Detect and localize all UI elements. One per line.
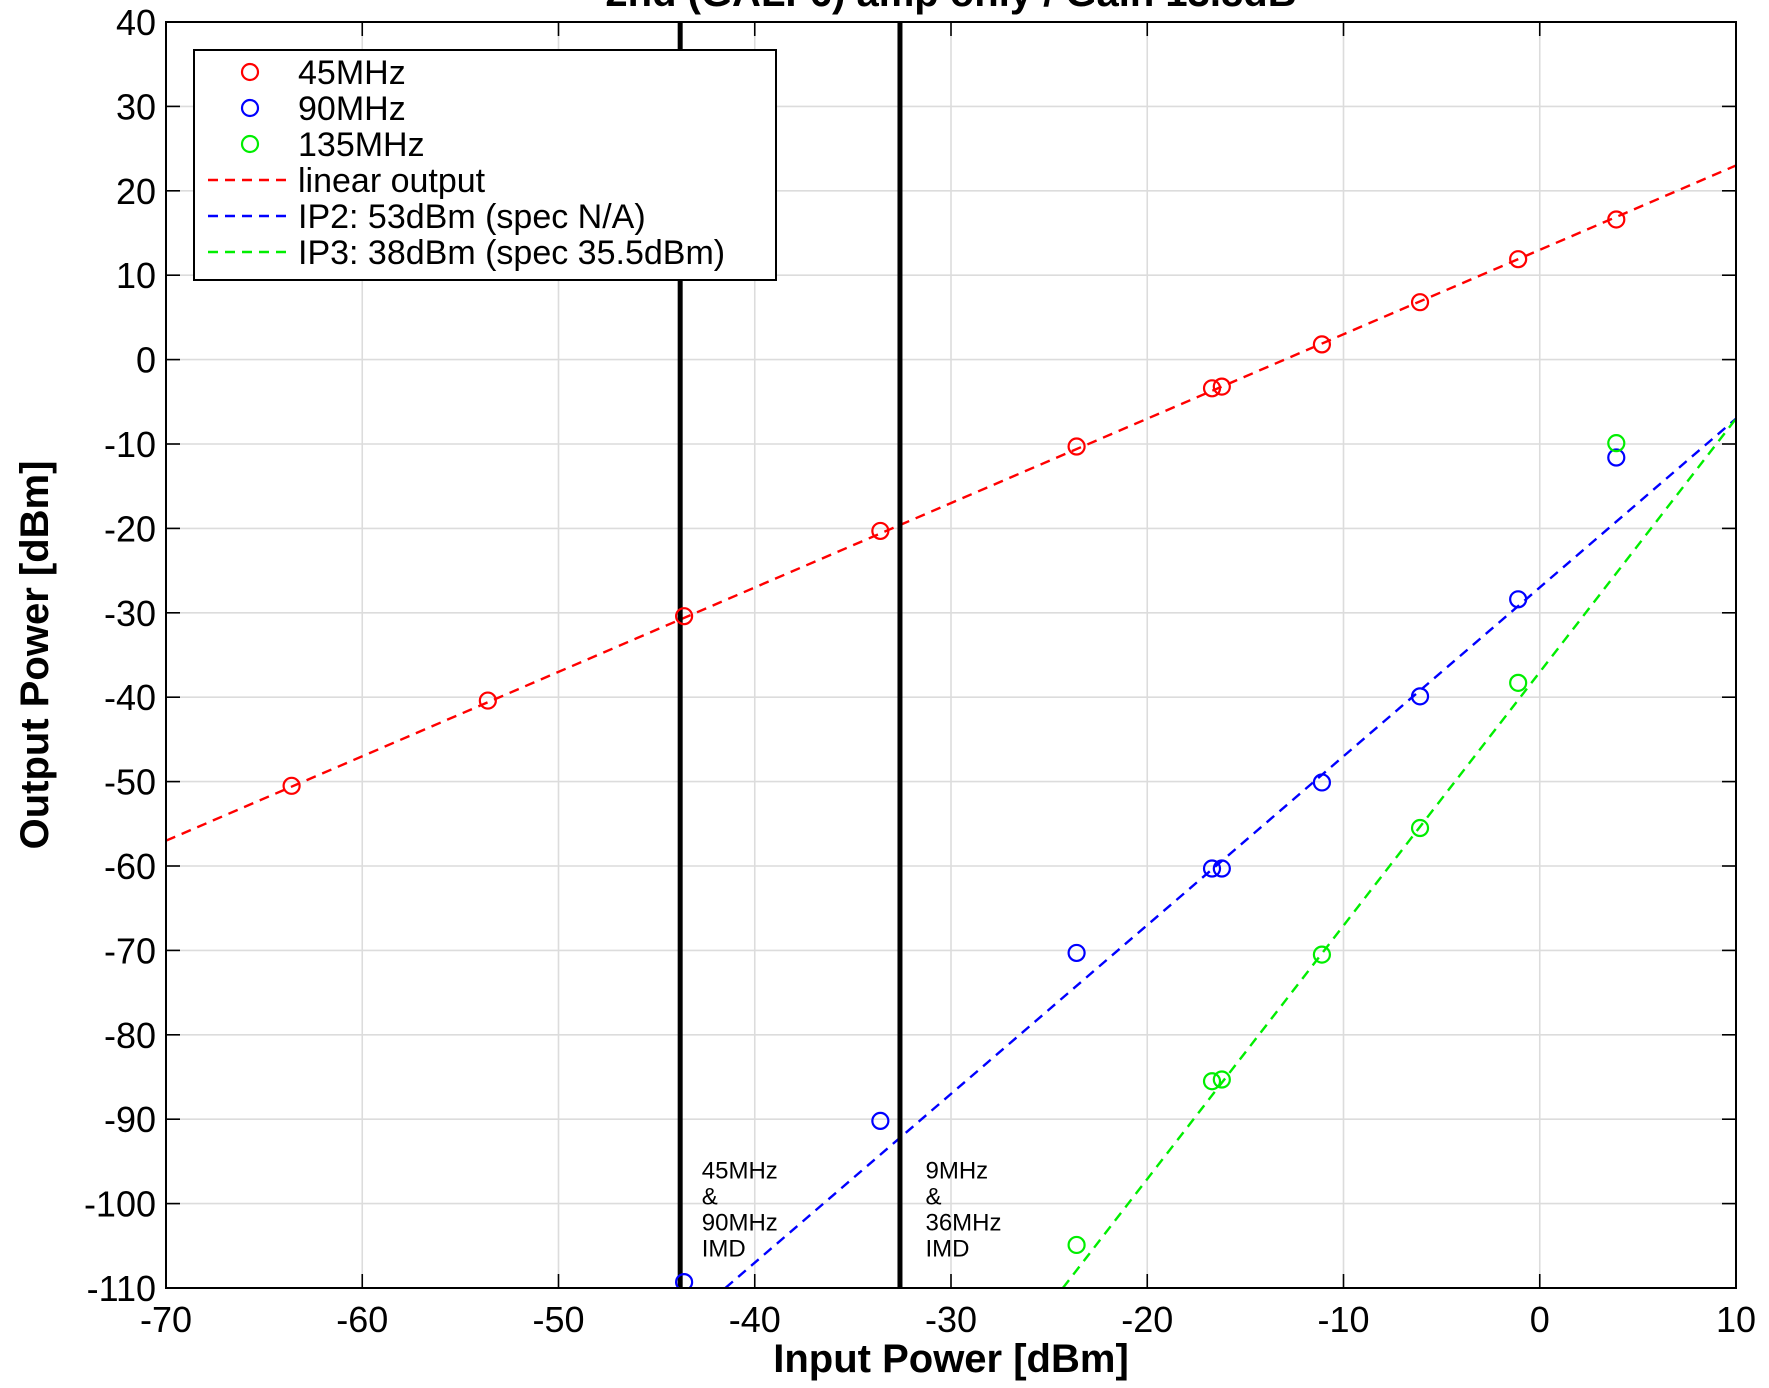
legend-label: IP2: 53dBm (spec N/A)	[298, 198, 646, 236]
legend-label: 90MHz	[298, 90, 406, 128]
y-tick-label: 40	[116, 2, 156, 43]
data-point	[1607, 434, 1626, 453]
x-tick-label: -40	[729, 1299, 781, 1340]
x-axis-title: Input Power [dBm]	[773, 1337, 1129, 1381]
y-tick-label: -50	[104, 762, 156, 803]
chart-title: 2nd (GALI-6) amp only / Gain 13.8dB	[605, 0, 1296, 15]
data-point	[1067, 943, 1086, 963]
data-point	[871, 1111, 890, 1130]
y-tick-label: -40	[104, 677, 156, 718]
x-tick-label: -70	[140, 1299, 192, 1340]
annotation-label: &	[925, 1183, 941, 1210]
data-point	[478, 691, 497, 710]
x-tick-label: -60	[336, 1299, 388, 1340]
data-point	[1312, 335, 1332, 354]
annotation-label: IMD	[925, 1235, 969, 1262]
y-tick-label: 30	[116, 86, 156, 127]
annotation-label: 9MHz	[925, 1157, 988, 1184]
y-tick-label: -80	[104, 1015, 156, 1056]
y-tick-label: -60	[104, 846, 156, 887]
data-point	[1509, 250, 1528, 269]
axes-box	[165, 21, 1737, 1289]
y-tick-label: -20	[104, 508, 156, 549]
data-point	[1312, 945, 1332, 964]
series-line-4	[724, 417, 1736, 1288]
legend-marker	[240, 62, 260, 82]
data-point	[1312, 773, 1332, 792]
data-point	[1067, 437, 1086, 456]
annotation-label: &	[702, 1183, 718, 1210]
legend-label: 135MHz	[298, 126, 425, 164]
y-tick-label: -110	[87, 1268, 156, 1309]
data-point	[1509, 673, 1528, 692]
annotation-label: 45MHz	[702, 1157, 778, 1184]
x-tick-label: -50	[532, 1299, 584, 1340]
data-point	[1410, 687, 1430, 706]
data-point	[871, 521, 890, 541]
y-tick-label: -70	[104, 930, 156, 971]
data-point	[1202, 1072, 1222, 1091]
y-tick-label: -30	[104, 593, 156, 634]
data-point	[1212, 1070, 1231, 1089]
x-tick-label: 0	[1530, 1299, 1550, 1340]
x-tick-label: -10	[1317, 1299, 1369, 1340]
data-point	[1410, 293, 1430, 312]
legend-marker	[240, 98, 260, 118]
data-point	[1410, 818, 1430, 838]
data-point	[1202, 859, 1222, 878]
legend-label: IP3: 38dBm (spec 35.5dBm)	[298, 234, 725, 272]
data-point	[282, 776, 301, 795]
y-axis-title: Output Power [dBm]	[13, 461, 57, 850]
series-line-3	[166, 164, 1736, 842]
legend-box	[193, 49, 777, 281]
y-tick-label: 0	[136, 340, 156, 381]
data-point	[674, 607, 694, 626]
annotation-label: 90MHz	[702, 1209, 778, 1236]
data-point	[675, 1272, 694, 1288]
legend-label: linear output	[298, 162, 486, 200]
annotation-label: 36MHz	[925, 1209, 1001, 1236]
data-point	[1509, 590, 1528, 609]
legend-label: 45MHz	[298, 54, 406, 92]
x-tick-label: 10	[1716, 1299, 1756, 1340]
legend-marker	[240, 134, 260, 154]
data-point	[1212, 859, 1231, 878]
plot-area: -70 -60 -50 -40 -30 -20 -10 0 10403020100-10-20-…	[84, 2, 1756, 1340]
x-tick-label: -20	[1121, 1299, 1173, 1340]
x-tick-label: -30	[925, 1299, 977, 1340]
data-point	[1607, 448, 1626, 467]
series-line-5	[1061, 417, 1736, 1288]
data-point	[1212, 377, 1231, 396]
y-tick-label: 10	[116, 255, 156, 296]
data-point	[1202, 379, 1222, 398]
y-tick-label: -90	[104, 1099, 156, 1140]
y-tick-label: -10	[104, 424, 156, 465]
y-tick-label: 20	[116, 171, 156, 212]
data-point	[1067, 1235, 1086, 1255]
annotation-label: IMD	[702, 1235, 746, 1262]
data-point	[1607, 210, 1626, 229]
y-tick-label: -100	[84, 1184, 156, 1225]
